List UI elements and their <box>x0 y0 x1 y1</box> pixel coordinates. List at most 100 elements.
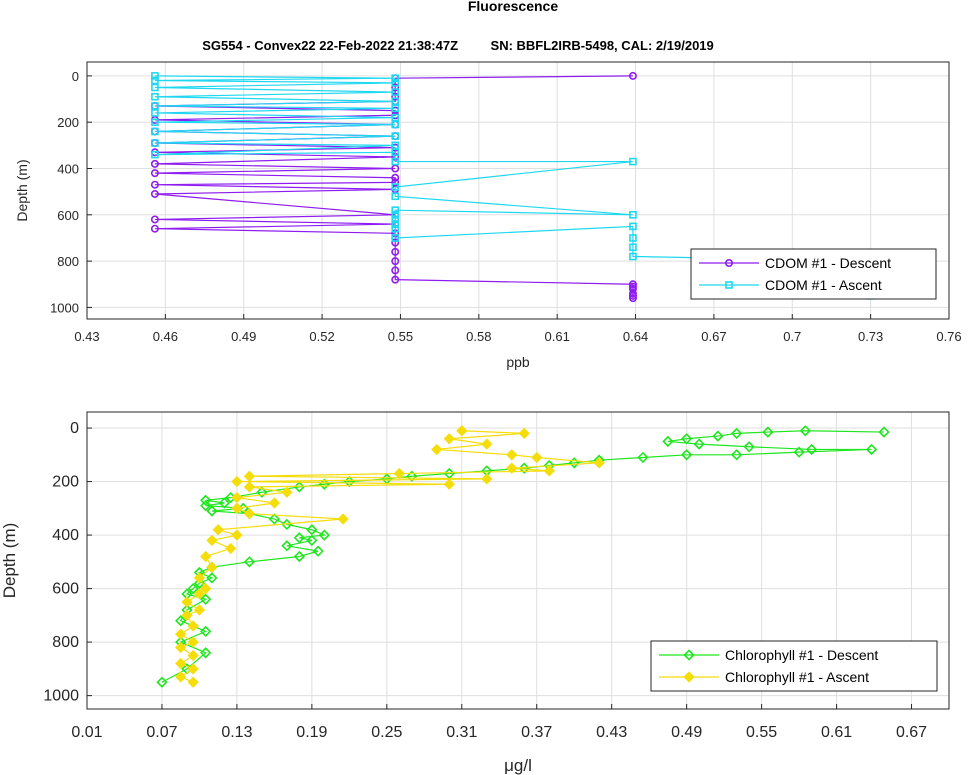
y-tick-label: 400 <box>57 162 79 177</box>
data-point <box>878 426 890 438</box>
y-tick-label: 1000 <box>43 688 79 705</box>
x-tick-label: 0.43 <box>74 329 99 344</box>
legend-marker <box>683 649 695 661</box>
data-point <box>281 540 293 552</box>
data-point <box>391 97 400 106</box>
data-point <box>481 438 493 450</box>
data-point <box>151 72 159 80</box>
data-point <box>793 446 805 458</box>
x-tick-label: 0.55 <box>746 724 777 741</box>
data-point <box>712 430 724 442</box>
axes-box <box>86 61 950 320</box>
data-point <box>662 435 674 448</box>
data-point <box>730 449 743 461</box>
x-tick-label: 0.61 <box>821 724 852 741</box>
y-tick-label: 800 <box>57 254 79 269</box>
data-point <box>391 234 400 242</box>
data-point <box>312 545 324 557</box>
data-point <box>456 425 468 437</box>
legend-box <box>690 248 937 300</box>
x-tick-label: 0.01 <box>71 724 102 741</box>
y-tick-label: 600 <box>52 581 79 598</box>
series-1 <box>156 425 890 688</box>
data-point <box>281 486 293 498</box>
x-tick-label: 0.46 <box>153 329 178 344</box>
data-point <box>391 83 400 92</box>
data-point <box>151 109 159 117</box>
legend-box <box>650 640 938 692</box>
data-point <box>243 556 256 568</box>
data-point <box>391 192 400 201</box>
legend-marker <box>683 671 695 683</box>
x-axis-label: ppb <box>506 354 530 370</box>
data-point <box>150 159 159 168</box>
legend: CDOM #1 - Descent CDOM #1 - Ascent <box>690 248 937 300</box>
data-point <box>243 508 256 520</box>
data-point <box>391 79 400 87</box>
x-tick-label: 0.25 <box>371 724 402 741</box>
data-point <box>151 92 159 101</box>
data-point <box>391 211 400 219</box>
data-point <box>175 615 187 627</box>
data-point <box>391 141 400 150</box>
legend-label: Chlorophyll #1 - Ascent <box>725 669 869 685</box>
data-point <box>268 497 281 509</box>
data-point <box>175 671 187 683</box>
data-point <box>681 433 693 445</box>
y-tick-label: 600 <box>57 208 79 223</box>
data-point <box>181 609 193 621</box>
data-point <box>187 663 199 675</box>
data-point <box>151 76 159 85</box>
x-tick-label: 0.31 <box>446 724 477 741</box>
data-point <box>151 150 159 159</box>
data-point <box>681 449 693 461</box>
data-point <box>443 433 455 445</box>
data-point <box>391 104 400 113</box>
data-point <box>150 180 159 189</box>
data-point <box>629 234 637 242</box>
data-point <box>156 676 168 688</box>
data-point <box>200 625 212 638</box>
data-point <box>256 486 268 498</box>
y-tick-label: 800 <box>52 634 79 651</box>
data-point <box>225 542 237 555</box>
data-point <box>391 275 400 284</box>
data-point <box>762 426 774 438</box>
data-point <box>193 604 206 616</box>
data-point <box>150 215 159 224</box>
data-point <box>193 572 206 584</box>
data-point <box>431 443 443 456</box>
x-axis-label: μg/l <box>504 756 532 775</box>
data-point <box>231 502 243 514</box>
x-tick-label: 0.13 <box>221 724 252 741</box>
data-point <box>206 534 218 547</box>
data-point <box>406 470 418 482</box>
data-point <box>391 224 400 233</box>
data-point <box>231 491 243 504</box>
data-point <box>593 457 605 469</box>
x-tick-label: 0.37 <box>521 724 552 741</box>
data-point <box>628 71 637 80</box>
data-point <box>730 427 743 440</box>
data-point <box>318 529 330 541</box>
data-point <box>391 266 400 275</box>
data-point <box>629 222 637 231</box>
legend: Chlorophyll #1 - Descent Chlorophyll #1 -… <box>650 640 938 692</box>
data-point <box>200 500 212 512</box>
data-point <box>506 449 518 461</box>
data-point <box>206 505 218 517</box>
legend-marker <box>725 281 733 289</box>
data-point <box>506 462 518 474</box>
data-point <box>391 238 400 247</box>
data-point <box>391 88 400 96</box>
data-point <box>175 641 187 654</box>
legend-marker <box>724 258 733 267</box>
data-point <box>391 148 400 157</box>
data-point <box>151 102 159 110</box>
x-tick-label: 0.73 <box>858 329 883 344</box>
data-point <box>865 443 878 456</box>
data-point <box>151 83 159 92</box>
data-point <box>391 247 400 256</box>
series-2 <box>175 425 605 688</box>
